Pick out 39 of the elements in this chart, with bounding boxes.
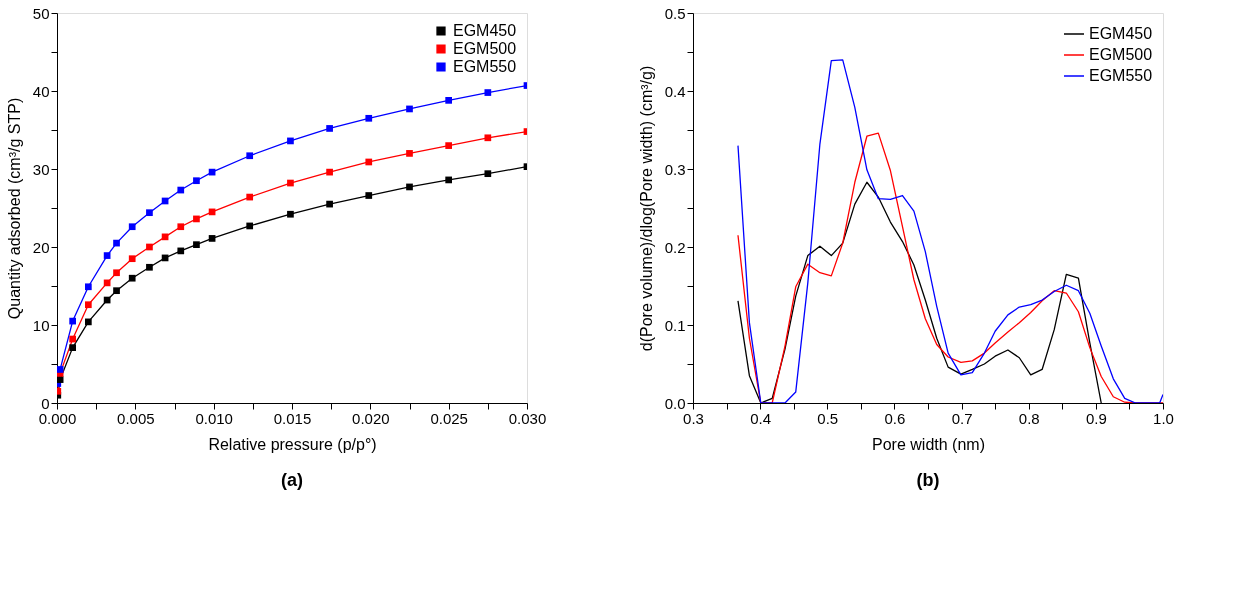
x-tick-label: 0.3 [683, 409, 704, 427]
x-tick-label: 0.7 [951, 409, 973, 427]
x-tick-label: 0.020 [352, 409, 390, 427]
y-tick-label: 0.3 [664, 160, 686, 178]
y-tick-label: 40 [32, 82, 50, 100]
x-tick-label: 0.025 [430, 409, 468, 427]
y-axis-title: Quantity adsorbed (cm³/g STP) [5, 97, 23, 320]
legend-label: EGM450 [453, 22, 517, 39]
x-tick-label: 0.030 [508, 409, 547, 427]
x-tick-label: 0.015 [273, 409, 312, 427]
x-tick-label: 0.9 [1085, 409, 1107, 427]
x-axis-title: Pore width (nm) [872, 435, 985, 453]
x-tick-label: 0.005 [117, 409, 155, 427]
x-tick-label: 0.4 [750, 409, 772, 427]
x-tick-label: 0.000 [38, 409, 77, 427]
y-tick-label: 30 [32, 160, 50, 178]
y-tick-label: 20 [32, 238, 50, 256]
y-tick-label: 0.1 [664, 316, 686, 334]
y-tick-label: 0.4 [664, 82, 686, 100]
x-tick-label: 0.8 [1018, 409, 1040, 427]
legend-label: EGM450 [1089, 25, 1153, 42]
text: (a) [281, 470, 303, 490]
x-tick-label: 0.010 [195, 409, 233, 427]
y-tick-label: 0 [41, 394, 50, 412]
y-tick-label: 0.0 [664, 394, 686, 412]
legend-label: EGM500 [1089, 46, 1153, 63]
legend-label: EGM550 [1089, 67, 1153, 84]
x-tick-label: 1.0 [1153, 409, 1174, 427]
y-tick-label: 0.2 [664, 238, 686, 256]
legend-label: EGM550 [453, 58, 517, 75]
x-axis-title: Relative pressure (p/p°) [208, 435, 377, 453]
y-axis-title: d(Pore volume)/dlog(Pore width) (cm³/g) [637, 65, 655, 352]
y-tick-label: 0.5 [664, 4, 686, 22]
y-tick-label: 50 [32, 4, 50, 22]
x-tick-label: 0.5 [817, 409, 839, 427]
legend-label: EGM500 [453, 40, 517, 57]
y-tick-label: 10 [32, 316, 50, 334]
x-tick-label: 0.6 [884, 409, 906, 427]
text: (b) [916, 470, 940, 490]
